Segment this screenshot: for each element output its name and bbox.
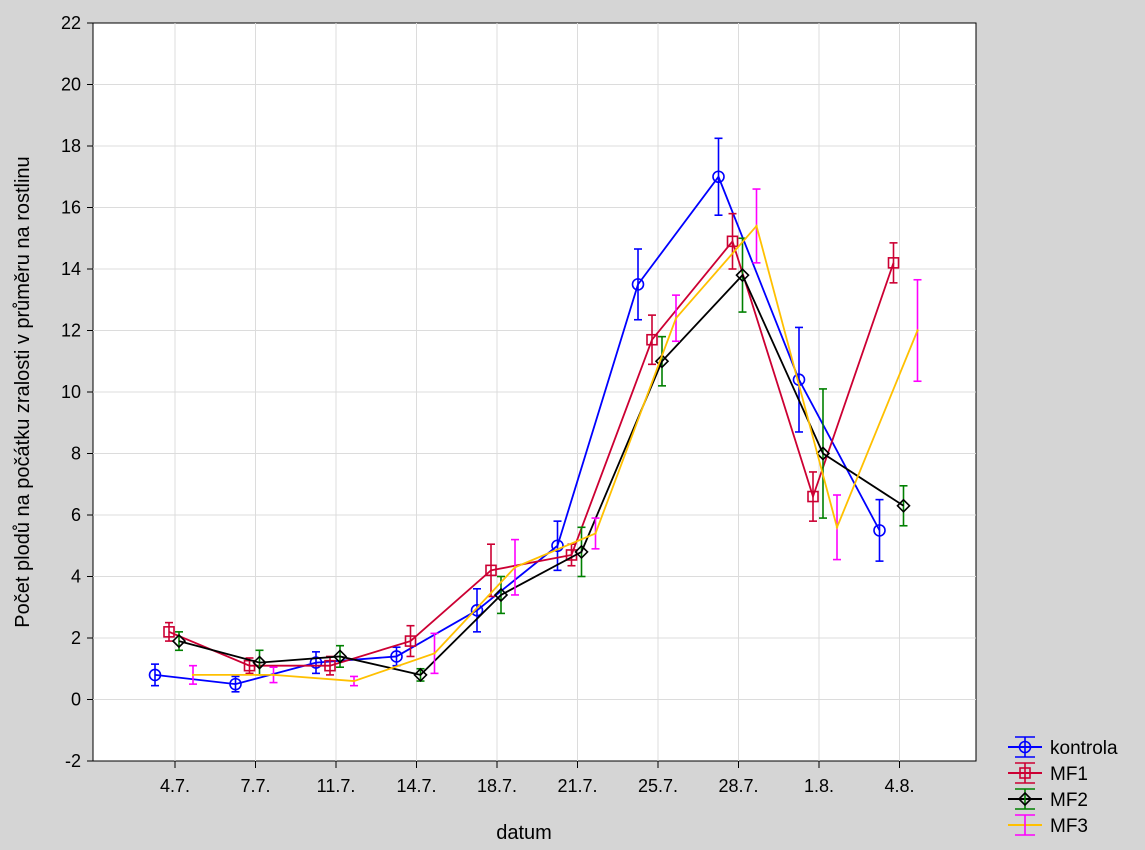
y-tick-label: 4 bbox=[71, 567, 81, 587]
data-point bbox=[815, 446, 831, 461]
data-point bbox=[413, 667, 428, 683]
series-layer bbox=[148, 137, 922, 693]
data-point bbox=[272, 673, 275, 677]
y-tick-label: 10 bbox=[61, 382, 81, 402]
x-tick-label: 11.7. bbox=[317, 776, 356, 796]
data-point bbox=[390, 650, 403, 663]
data-point bbox=[896, 498, 911, 513]
data-point bbox=[674, 317, 678, 320]
x-tick-label: 21.7. bbox=[557, 776, 597, 796]
legend-marker bbox=[1019, 767, 1031, 779]
y-tick-label: 0 bbox=[71, 690, 81, 710]
series-MF2 bbox=[171, 237, 911, 683]
legend-label: kontrola bbox=[1050, 738, 1118, 759]
data-point bbox=[485, 564, 497, 577]
legend-item: kontrola bbox=[1008, 736, 1118, 759]
y-tick-label: 20 bbox=[61, 75, 81, 95]
legend-label: MF3 bbox=[1050, 816, 1088, 837]
x-axis: 4.7. 7.7. 11.7. 14.7. 18.7. 21.7. 25.7. 28.7. 1.… bbox=[160, 761, 915, 796]
data-point bbox=[551, 539, 564, 553]
y-tick-label: 22 bbox=[61, 13, 81, 33]
y-tick-label: -2 bbox=[65, 751, 81, 771]
data-point bbox=[309, 656, 323, 669]
data-point bbox=[916, 329, 919, 332]
data-point bbox=[631, 278, 645, 291]
legend-item: MF2 bbox=[1008, 788, 1088, 811]
data-point bbox=[470, 604, 484, 617]
legend: kontrola MF1 MF2 MF3 bbox=[1008, 736, 1118, 837]
data-point bbox=[191, 673, 195, 677]
legend-marker bbox=[1017, 791, 1033, 807]
series-MF1 bbox=[163, 212, 900, 676]
data-point bbox=[646, 333, 658, 346]
y-tick-label: 18 bbox=[61, 136, 81, 156]
data-point bbox=[163, 626, 175, 638]
data-point bbox=[433, 652, 436, 655]
data-point bbox=[229, 677, 242, 691]
x-tick-label: 4.8. bbox=[884, 776, 914, 796]
data-point bbox=[148, 668, 162, 682]
series-line bbox=[154, 174, 881, 686]
data-point bbox=[493, 587, 509, 603]
x-tick-label: 7.7. bbox=[240, 776, 270, 796]
data-point bbox=[887, 257, 900, 269]
data-point bbox=[352, 679, 356, 683]
x-tick-label: 1.8. bbox=[804, 776, 834, 796]
series-line bbox=[168, 239, 895, 667]
series-line bbox=[193, 224, 919, 682]
legend-item: MF1 bbox=[1008, 762, 1088, 785]
data-point bbox=[755, 224, 758, 228]
data-point bbox=[835, 526, 839, 529]
data-point bbox=[332, 649, 348, 664]
y-tick-label: 6 bbox=[71, 505, 81, 525]
x-tick-label: 25.7. bbox=[638, 776, 678, 796]
series-line bbox=[178, 273, 904, 676]
data-point bbox=[807, 490, 819, 503]
legend-marker bbox=[1018, 740, 1032, 754]
y-axis-title: Počet plodů na počátku zralosti v průměr… bbox=[12, 156, 34, 627]
y-axis: -2 0 2 4 6 8 10 12 14 16 18 20 22 bbox=[61, 13, 93, 771]
data-point bbox=[654, 354, 670, 369]
x-tick-label: 28.7. bbox=[718, 776, 758, 796]
y-tick-label: 12 bbox=[61, 321, 81, 341]
x-tick-label: 18.7. bbox=[477, 776, 517, 796]
data-point bbox=[404, 635, 417, 647]
y-tick-label: 8 bbox=[71, 444, 81, 464]
x-axis-title: datum bbox=[496, 822, 552, 844]
data-point bbox=[171, 633, 187, 649]
y-tick-label: 16 bbox=[61, 198, 81, 218]
y-tick-label: 14 bbox=[61, 259, 81, 279]
data-point bbox=[735, 268, 750, 283]
data-point bbox=[712, 170, 725, 184]
data-point bbox=[324, 659, 336, 672]
data-point bbox=[873, 524, 886, 537]
gridlines bbox=[93, 23, 976, 761]
data-point bbox=[726, 235, 739, 248]
x-tick-label: 4.7. bbox=[160, 776, 190, 796]
data-point bbox=[594, 532, 597, 535]
x-tick-label: 14.7. bbox=[396, 776, 436, 796]
data-point bbox=[513, 566, 517, 569]
legend-label: MF2 bbox=[1050, 790, 1088, 811]
y-tick-label: 2 bbox=[71, 628, 81, 648]
series-MF3 bbox=[189, 188, 922, 687]
legend-item: MF3 bbox=[1008, 814, 1088, 837]
data-point bbox=[252, 655, 267, 670]
legend-label: MF1 bbox=[1050, 764, 1088, 785]
data-point bbox=[574, 544, 589, 560]
